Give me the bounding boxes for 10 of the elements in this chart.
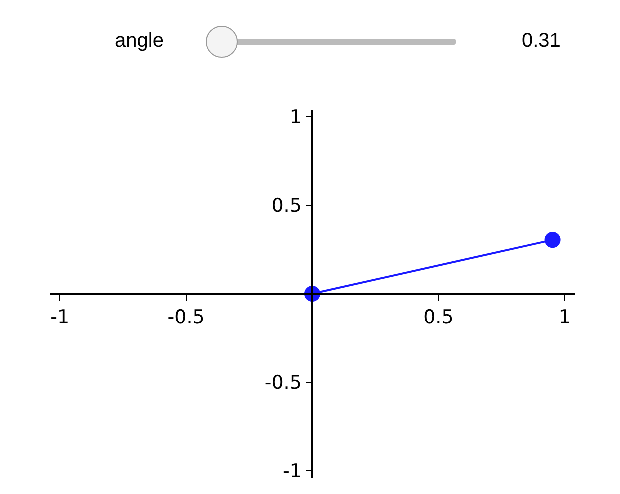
text: angle [115,30,164,53]
x-tick-label: 1 [558,306,571,329]
y-tick-label: -0.5 [264,372,302,394]
y-tick-label: 0.5 [272,195,302,218]
y-tick-label: 1 [290,106,302,129]
x-tick-label: 0.5 [424,306,454,329]
y-tick-label: -1 [282,460,302,483]
x-tick-label: -0.5 [168,306,205,329]
text: 0.31 [522,30,561,53]
x-tick-label: -1 [50,306,70,329]
